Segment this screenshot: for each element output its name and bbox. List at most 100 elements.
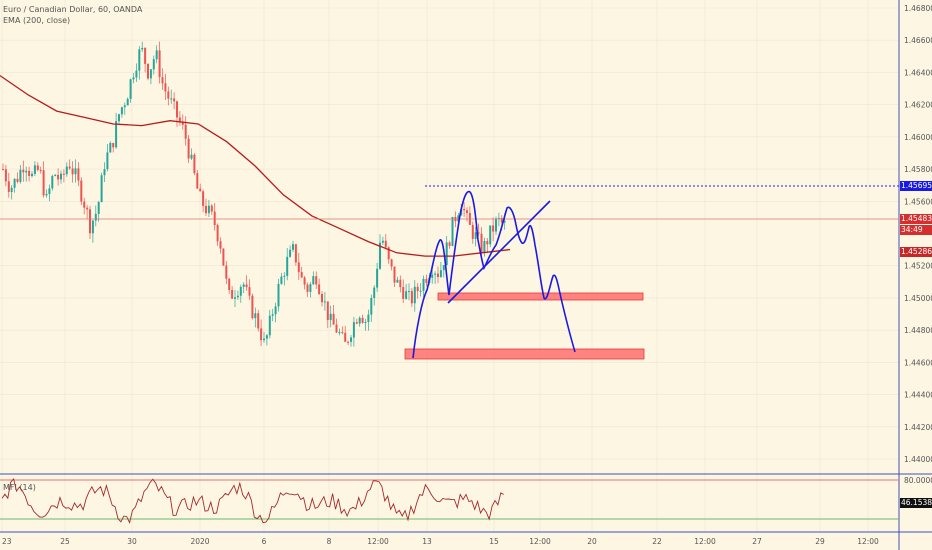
candle-body bbox=[10, 187, 13, 192]
candle-body bbox=[112, 142, 115, 148]
candle-body bbox=[33, 165, 36, 174]
candle-body bbox=[149, 69, 152, 79]
candle-body bbox=[115, 121, 118, 148]
candle-body bbox=[294, 244, 297, 263]
candle-body bbox=[234, 297, 236, 299]
time-tick-label: 23 bbox=[2, 537, 12, 546]
candle-body bbox=[495, 218, 497, 232]
candle-body bbox=[176, 101, 178, 118]
candle-body bbox=[54, 174, 57, 176]
candle-body bbox=[25, 170, 28, 173]
time-tick-label: 12:00 bbox=[367, 537, 389, 546]
candle-body bbox=[370, 298, 373, 315]
candle-body bbox=[335, 324, 338, 333]
candle-body bbox=[184, 124, 187, 139]
candle-body bbox=[228, 278, 231, 290]
candle-body bbox=[132, 77, 135, 80]
time-tick-label: 8 bbox=[327, 537, 332, 546]
candle-body bbox=[164, 83, 167, 92]
candle-body bbox=[431, 274, 434, 278]
candle-body bbox=[373, 287, 376, 299]
candle-body bbox=[379, 242, 381, 269]
candle-body bbox=[120, 107, 123, 115]
candle-body bbox=[364, 322, 367, 324]
time-tick-label: 2020 bbox=[190, 537, 209, 546]
dotted-level-label: 1.45695 bbox=[900, 181, 932, 191]
ema-legend[interactable]: EMA (200, close) bbox=[3, 16, 71, 25]
candle-body bbox=[187, 138, 190, 159]
candle-body bbox=[126, 98, 129, 106]
candle-body bbox=[408, 291, 410, 293]
price-tick-label: 1.46000 bbox=[904, 133, 932, 142]
candle-body bbox=[42, 170, 45, 196]
zone-rectangle-lower[interactable] bbox=[404, 348, 645, 360]
candle-body bbox=[442, 265, 445, 271]
candle-body bbox=[242, 284, 245, 287]
price-tick-label: 1.44800 bbox=[904, 326, 932, 335]
price-axis[interactable]: 1.46800 1.46600 1.46400 1.46200 1.46000 1.458… bbox=[904, 4, 932, 464]
candle-body bbox=[489, 225, 492, 245]
candle-body bbox=[16, 178, 19, 182]
mfi-upper-tick: 80.0000 bbox=[904, 476, 932, 485]
freehand-projection[interactable] bbox=[412, 190, 576, 359]
candle-body bbox=[303, 277, 306, 285]
candle-body bbox=[74, 168, 77, 175]
candle-body bbox=[329, 313, 332, 321]
candle-body bbox=[91, 220, 94, 234]
price-tick-label: 1.45200 bbox=[904, 262, 932, 271]
candle-body bbox=[361, 317, 364, 323]
mfi-pane-label[interactable]: MFI (14) bbox=[3, 483, 36, 492]
candle-body bbox=[89, 209, 91, 234]
price-tick-label: 1.46400 bbox=[904, 68, 932, 77]
candle-body bbox=[129, 79, 132, 99]
time-tick-label: 22 bbox=[652, 537, 662, 546]
time-tick-label: 12:00 bbox=[529, 537, 551, 546]
candle-body bbox=[352, 322, 355, 338]
candle-body bbox=[471, 224, 474, 239]
candle-body bbox=[28, 170, 31, 177]
price-tick-label: 1.44400 bbox=[904, 391, 932, 400]
trend-line[interactable] bbox=[447, 200, 551, 304]
candle-body bbox=[106, 152, 109, 170]
candle-body bbox=[419, 290, 422, 292]
time-axis[interactable]: 23 25 30 2020 6 8 12:00 13 15 12:00 20 22 12:00 27 29 1… bbox=[2, 537, 879, 546]
candle-body bbox=[396, 279, 399, 283]
candle-body bbox=[80, 180, 83, 202]
candle-body bbox=[503, 221, 506, 223]
candle-body bbox=[448, 242, 451, 246]
time-tick-label: 12:00 bbox=[857, 537, 879, 546]
candle-body bbox=[355, 322, 358, 324]
candle-body bbox=[492, 225, 495, 232]
price-tick-label: 1.46800 bbox=[904, 4, 932, 13]
candle-body bbox=[219, 241, 222, 249]
candle-body bbox=[477, 232, 480, 234]
candle-body bbox=[65, 166, 68, 175]
candle-body bbox=[141, 47, 144, 50]
countdown-label: 34:49 bbox=[900, 225, 932, 235]
candle-body bbox=[286, 256, 289, 276]
price-tick-label: 1.46600 bbox=[904, 36, 932, 45]
candle-body bbox=[434, 273, 437, 275]
ema-200-line bbox=[0, 75, 511, 257]
candle-body bbox=[62, 173, 65, 175]
candle-body bbox=[7, 181, 10, 192]
candle-body bbox=[231, 289, 234, 299]
candle-body bbox=[387, 247, 390, 260]
candle-body bbox=[312, 276, 315, 285]
candle-body bbox=[466, 210, 468, 214]
symbol-legend[interactable]: Euro / Canadian Dollar, 60, OANDA bbox=[3, 5, 143, 14]
candle-body bbox=[4, 169, 7, 182]
candle-body bbox=[39, 169, 42, 171]
zone-rectangle-upper[interactable] bbox=[437, 292, 644, 301]
candle-body bbox=[45, 193, 48, 196]
candle-body bbox=[338, 332, 341, 334]
candle-body bbox=[123, 105, 126, 108]
candle-body bbox=[97, 202, 100, 214]
candle-body bbox=[451, 216, 454, 246]
last-price-label: 1.45483 bbox=[900, 214, 932, 224]
candle-body bbox=[239, 286, 242, 296]
candle-body bbox=[135, 70, 138, 78]
candle-body bbox=[283, 275, 286, 277]
